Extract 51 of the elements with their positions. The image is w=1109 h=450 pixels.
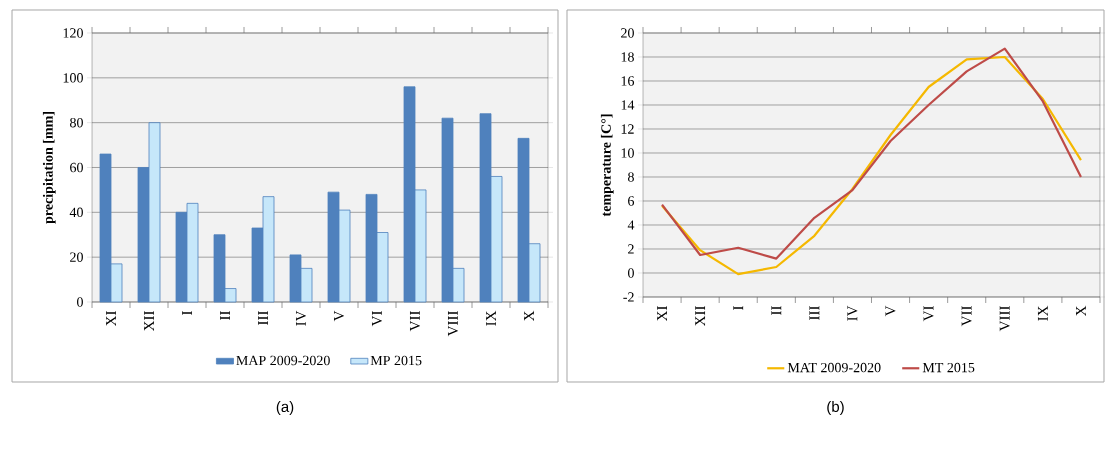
x-tick-label: VII bbox=[961, 306, 972, 327]
x-tick-label: VI bbox=[923, 306, 934, 322]
x-tick-label: IV bbox=[847, 305, 858, 321]
x-tick-label: XII bbox=[695, 306, 706, 327]
y-tick-label: 14 bbox=[621, 100, 635, 110]
y-tick-label: 2 bbox=[628, 244, 634, 254]
legend-label: MP 2015 bbox=[370, 355, 422, 366]
x-tick-label: XII bbox=[144, 311, 154, 332]
x-tick-label: X bbox=[1076, 305, 1086, 317]
x-tick-label: X bbox=[524, 310, 534, 322]
y-tick-label: 60 bbox=[70, 162, 83, 173]
y-tick-label: 10 bbox=[621, 148, 634, 158]
x-tick-label: VII bbox=[409, 311, 421, 332]
x-tick-label: I bbox=[733, 306, 744, 310]
x-tick-label: VIII bbox=[447, 311, 459, 337]
y-tick-label: 18 bbox=[621, 52, 634, 62]
y-tick-label: 4 bbox=[627, 220, 635, 230]
x-tick-label: XI bbox=[106, 311, 116, 327]
y-tick-label: 100 bbox=[63, 73, 83, 83]
legend-label: MAP 2009-2020 bbox=[236, 355, 330, 366]
y-axis-title: precipitation [mm] bbox=[42, 112, 56, 224]
y-tick-label: 120 bbox=[63, 28, 83, 38]
y-tick-label: 80 bbox=[70, 117, 83, 128]
y-tick-label: -2 bbox=[623, 292, 634, 302]
x-tick-label: IX bbox=[486, 310, 496, 326]
x-tick-label: V bbox=[333, 310, 345, 322]
x-tick-label: III bbox=[258, 311, 268, 325]
y-tick-label: 20 bbox=[70, 252, 83, 262]
text: (a) bbox=[276, 401, 294, 415]
x-tick-label: IX bbox=[1037, 305, 1048, 321]
y-tick-label: 6 bbox=[628, 196, 635, 206]
legend-label: MAT 2009-2020 bbox=[787, 362, 881, 373]
y-tick-label: 0 bbox=[77, 297, 83, 307]
legend-label: MT 2015 bbox=[922, 362, 975, 373]
y-tick-label: 0 bbox=[628, 268, 634, 278]
y-axis-title: temperature [C°] bbox=[600, 114, 614, 217]
x-tick-label: I bbox=[182, 311, 192, 315]
x-tick-label: II bbox=[771, 306, 782, 315]
x-tick-label: XI bbox=[657, 306, 667, 322]
y-tick-label: 40 bbox=[69, 207, 83, 218]
x-tick-label: III bbox=[809, 306, 820, 320]
x-tick-label: IV bbox=[295, 310, 307, 326]
y-tick-label: 20 bbox=[621, 28, 634, 38]
x-tick-label: II bbox=[220, 311, 230, 320]
y-tick-label: 16 bbox=[621, 76, 635, 86]
text: (b) bbox=[827, 401, 844, 415]
y-tick-label: 12 bbox=[621, 124, 634, 134]
x-tick-label: V bbox=[885, 305, 896, 317]
y-tick-label: 8 bbox=[628, 172, 634, 182]
x-tick-label: VIII bbox=[999, 306, 1010, 332]
x-tick-label: VI bbox=[371, 311, 383, 327]
